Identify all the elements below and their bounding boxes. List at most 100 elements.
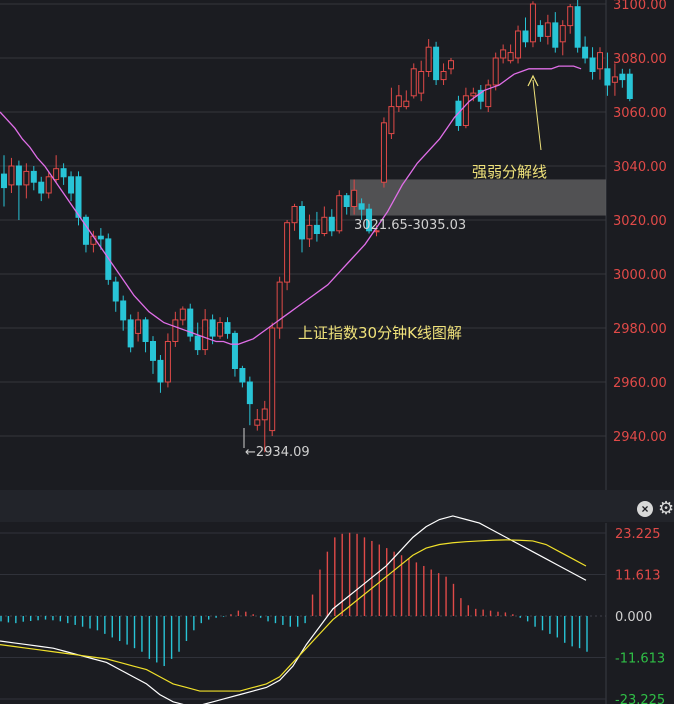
price-axis: 3100.00 3080.00 3060.00 3040.00 3020.00 3000.… [613,0,667,445]
candle-body [209,319,216,337]
candle-body [380,122,387,183]
candle-body [68,176,75,194]
low-price-label: ←2934.09 [245,445,310,460]
candle-body [23,170,30,186]
candle-body [589,57,596,72]
candle-body [112,281,119,302]
candle-body [172,319,179,342]
candle-body [254,419,261,426]
candle-body [440,71,447,81]
candle-body [284,222,291,283]
candle-body [529,3,536,43]
candle-body [15,165,22,186]
candle-body [336,195,343,232]
close-icon[interactable]: × [637,501,653,517]
candle-body [552,22,559,48]
candle-body [477,89,484,102]
price-tick-label: 3080.00 [613,52,667,67]
ma-line [0,65,582,345]
candle-body [269,327,276,432]
candle-body [306,224,313,240]
candle-body [1,173,7,189]
candle-body [8,165,15,186]
candle-body [187,308,194,337]
candle-body [142,319,149,342]
candle-body [358,203,365,210]
macd-tick-label: 11.613 [615,568,661,583]
macd-tick-label: -23.225 [615,693,665,704]
candle-body [276,281,283,329]
candle-body [231,332,238,369]
candle-body [433,46,440,81]
price-tick-label: 3020.00 [613,214,667,229]
gear-icon[interactable]: ⚙ [658,498,674,518]
candle-body [135,319,142,334]
price-tick-label: 2960.00 [613,376,667,391]
range-band [350,179,606,216]
candle-body [611,76,618,83]
candle-body [418,71,425,94]
candlestick-series [1,0,633,453]
candle-body [97,235,104,240]
macd-dea-line [0,539,587,692]
strength-line-note: 强弱分解线 [472,163,547,181]
candle-body [291,206,298,224]
candle-body [522,30,529,43]
candle-body [150,341,156,361]
price-tick-label: 3000.00 [613,268,667,283]
candle-body [261,408,268,421]
candle-body [351,189,358,208]
candle-body [626,73,633,99]
candle-body [544,22,551,37]
candle-body [246,381,253,405]
candle-body [410,68,417,97]
candle-body [82,216,89,245]
candle-body [537,25,544,37]
candle-body [470,92,477,97]
candle-body [30,170,37,183]
candle-body [179,308,186,321]
candle-body [507,52,514,62]
candle-body [224,322,231,334]
candle-body [582,46,589,59]
candle-body [217,322,224,337]
note-arrow-line [532,79,542,151]
candle-body [597,52,603,70]
macd-grid [0,532,606,700]
price-tick-label: 3060.00 [613,106,667,121]
price-tick-label: 2980.00 [613,322,667,337]
candle-body [120,300,127,321]
candle-body [604,68,611,86]
candle-body [343,195,350,207]
candle-body [328,216,335,232]
candle-body [299,206,305,240]
candle-body [492,57,499,86]
candle-body [53,168,60,180]
indicator-header-bar [0,490,674,522]
candle-body [239,368,246,383]
macd-tick-label: -11.613 [615,652,665,667]
candle-body [425,46,432,72]
note-arrow-head [527,74,539,87]
price-tick-label: 2940.00 [613,430,667,445]
macd-tick-label: 23.225 [615,527,661,542]
candle-body [448,60,454,70]
macd-tick-label: 0.000 [615,610,652,625]
candle-body [366,208,373,232]
candle-body [485,84,492,108]
macd-dif-line [0,515,587,704]
candle-body [157,359,164,383]
price-tick-label: 3100.00 [613,0,667,13]
candle-body [321,216,328,235]
candle-body [403,100,410,108]
chart-title-note: 上证指数30分钟K线图解 [298,324,462,342]
candle-body [559,25,566,43]
candle-body [619,73,626,81]
candle-body [462,95,469,127]
candle-body [313,224,320,234]
range-box-label: 3021.65-3035.03 [354,218,466,233]
candle-body [500,49,507,59]
macd-histogram [0,532,588,667]
